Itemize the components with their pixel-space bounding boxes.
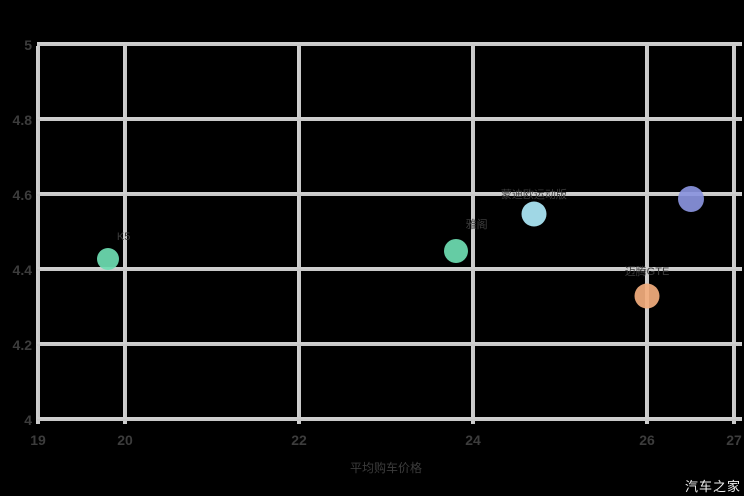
y-tick-label: 4.2 [12, 337, 32, 353]
data-bubble-迈腾GTE[interactable] [634, 283, 660, 309]
x-tick-label: 24 [465, 432, 481, 448]
v-gridline [123, 46, 127, 424]
y-tick-label: 5 [24, 37, 32, 53]
data-bubble-雅阁[interactable] [443, 239, 468, 264]
h-gridline [37, 117, 742, 121]
y-tick-label: 4.4 [12, 262, 32, 278]
h-gridline [37, 192, 742, 196]
v-gridline [471, 46, 475, 424]
watermark-autohome: 汽车之家 [684, 479, 741, 494]
data-bubble-unnamed[interactable] [677, 185, 704, 212]
x-tick-label: 19 [30, 432, 46, 448]
x-tick-label: 22 [291, 432, 307, 448]
y-tick-label: 4 [24, 412, 32, 428]
v-gridline [36, 46, 40, 424]
h-gridline [37, 42, 742, 46]
v-gridline [645, 46, 649, 424]
x-tick-label: 26 [639, 432, 655, 448]
h-gridline [37, 342, 742, 346]
x-tick-label: 27 [726, 432, 742, 448]
h-gridline [37, 267, 742, 271]
y-tick-label: 4.6 [12, 187, 32, 203]
x-axis-title: 平均购车价格 [349, 461, 422, 475]
bubble-label: 迈腾GTE [624, 266, 670, 279]
bubble-label: K5 [116, 230, 131, 243]
y-tick-label: 4.8 [12, 112, 32, 128]
v-gridline [732, 46, 736, 424]
bubble-label: 雅阁 [465, 219, 488, 232]
data-bubble-K5[interactable] [96, 247, 119, 270]
v-gridline [297, 46, 301, 424]
h-gridline [37, 417, 742, 421]
bubble-label: 蒙迪欧运动版 [500, 188, 567, 201]
data-bubble-蒙迪欧运动版[interactable] [521, 201, 547, 227]
x-tick-label: 20 [117, 432, 133, 448]
